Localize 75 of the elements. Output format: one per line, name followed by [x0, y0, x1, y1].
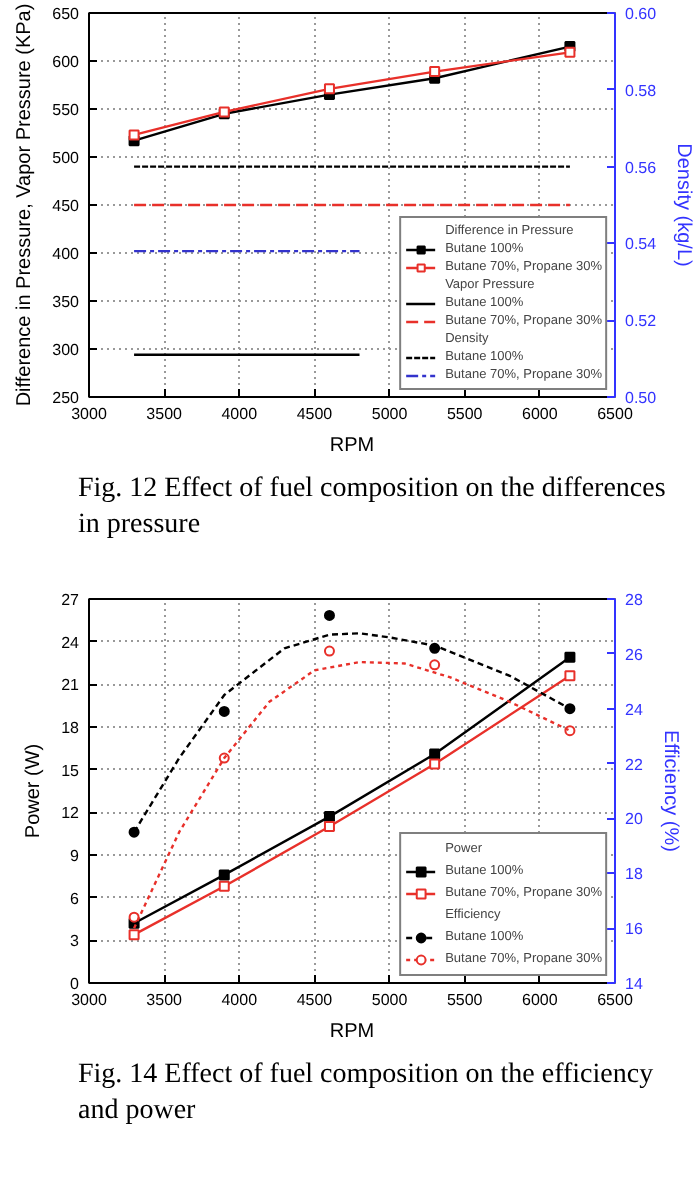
point	[128, 911, 140, 923]
y-tick-label: 3	[70, 932, 81, 951]
point	[128, 129, 140, 141]
y2-tick-label: 18	[625, 865, 644, 884]
x-tick-label: 5500	[446, 405, 484, 423]
x-tick-label: 4500	[296, 991, 334, 1009]
y-tick-label: 21	[61, 676, 81, 695]
x-tick-label: 6500	[597, 991, 634, 1009]
point	[429, 66, 441, 78]
point	[564, 670, 576, 682]
y-axis-title: Power (W)	[23, 743, 46, 839]
y-tick-label: 12	[61, 804, 81, 823]
point	[564, 703, 576, 715]
y-tick-label: 250	[52, 389, 81, 407]
point	[218, 880, 230, 892]
y-tick-label: 18	[61, 719, 81, 737]
y-tick-label: 9	[70, 847, 81, 865]
x-tick-label: 3000	[71, 405, 108, 423]
x-axis-title: RPM	[329, 1021, 375, 1043]
x-tick-label: 5000	[371, 405, 409, 423]
y2-tick-label: 0.60	[625, 5, 658, 23]
point	[429, 758, 441, 770]
y-tick-label: 15	[61, 761, 81, 780]
y-tick-label: 400	[52, 245, 81, 263]
y2-tick-label: 24	[625, 700, 644, 719]
y2-tick-label: 26	[625, 645, 644, 664]
y2-tick-label: 20	[625, 810, 644, 829]
x-tick-label: 6000	[522, 991, 559, 1009]
x-tick-label: 3500	[146, 991, 184, 1009]
y2-tick-label: 0.58	[625, 81, 658, 100]
point	[128, 929, 140, 941]
x-tick-label: 3000	[71, 991, 108, 1009]
point	[323, 821, 335, 833]
y-tick-label: 600	[52, 53, 81, 71]
y-axis-title: Difference in Pressure, Vapor Pressure (KPa)	[14, 3, 37, 407]
x-tick-label: 4500	[296, 405, 334, 423]
y2-tick-label: 0.50	[625, 389, 658, 407]
point	[564, 651, 576, 663]
point	[323, 811, 335, 823]
y-tick-label: 300	[52, 341, 81, 359]
y-tick-label: 650	[52, 5, 81, 23]
y-tick-label: 0	[70, 975, 81, 993]
point	[323, 609, 335, 621]
x-tick-label: 3500	[146, 405, 184, 423]
y2-tick-label: 0.52	[625, 312, 658, 331]
point	[323, 83, 335, 95]
x-tick-label: 5500	[446, 991, 484, 1009]
y2-tick-label: 16	[625, 920, 644, 939]
x-tick-label: 6000	[522, 405, 559, 423]
point	[564, 46, 576, 58]
y2-tick-label: 0.56	[625, 158, 658, 177]
caption: Fig. 14 Effect of fuel composition on the efficiency and power	[78, 1058, 656, 1130]
y2-tick-label: 28	[625, 591, 644, 609]
y-tick-label: 27	[61, 591, 81, 609]
point	[323, 645, 335, 657]
y-tick-label: 24	[61, 633, 81, 652]
caption: Fig. 12 Effect of fuel composition on the differences in pressure	[78, 472, 668, 544]
y2-axis-title: Efficiency (%)	[658, 730, 681, 852]
x-tick-label: 5000	[371, 991, 409, 1009]
y-tick-label: 350	[52, 293, 81, 311]
y-tick-label: 500	[52, 149, 81, 167]
y-tick-label: 6	[70, 889, 81, 908]
x-tick-label: 6500	[597, 405, 634, 423]
point	[218, 705, 230, 717]
y-tick-label: 550	[52, 101, 81, 119]
y2-tick-label: 22	[625, 755, 644, 774]
x-tick-label: 4000	[221, 405, 259, 423]
y2-axis-title: Density (kg/L)	[672, 143, 694, 267]
y-tick-label: 450	[52, 197, 81, 215]
point	[218, 869, 230, 881]
y2-tick-label: 14	[625, 975, 644, 993]
y2-tick-label: 0.54	[625, 235, 658, 254]
point	[429, 659, 441, 671]
x-axis-title: RPM	[329, 435, 375, 457]
x-tick-label: 4000	[221, 991, 259, 1009]
